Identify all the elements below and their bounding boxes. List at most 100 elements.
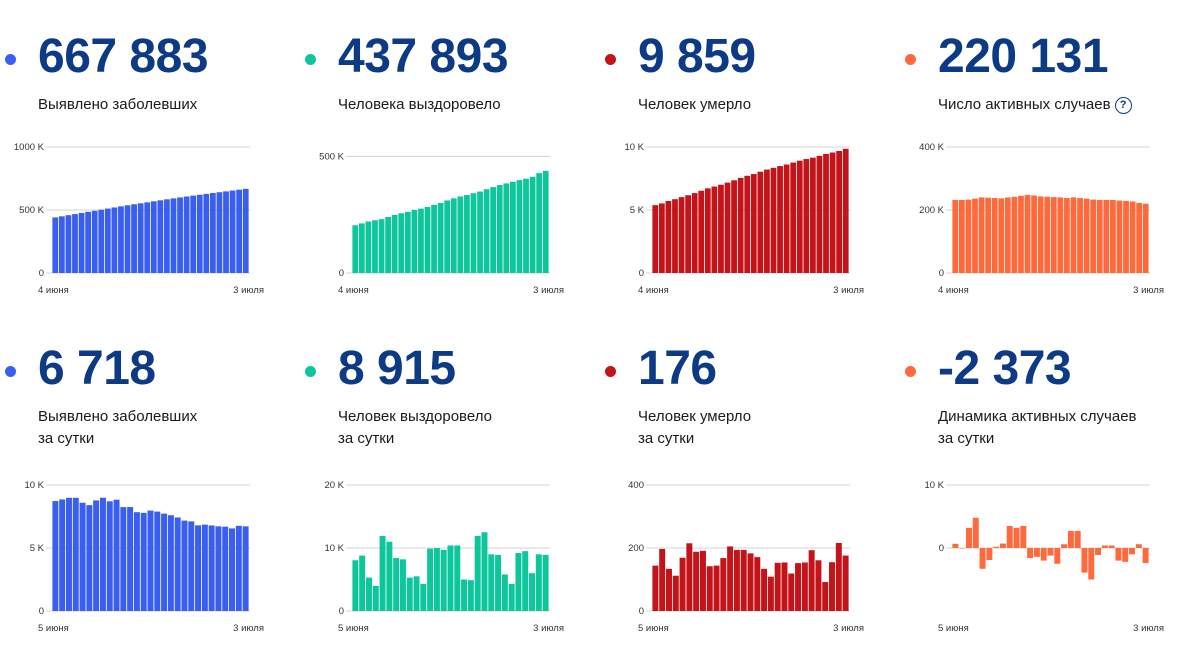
bar[interactable] [393,558,400,611]
bar[interactable] [461,579,468,612]
bar[interactable] [1103,199,1110,273]
bar[interactable] [754,557,761,611]
bar[interactable] [1054,548,1061,564]
bar[interactable] [679,557,686,611]
bar[interactable] [1004,197,1011,273]
bar[interactable] [140,512,147,611]
bar[interactable] [672,199,678,273]
bar[interactable] [711,186,718,273]
bar[interactable] [770,167,777,273]
bar[interactable] [1020,525,1027,548]
bar[interactable] [1101,545,1108,548]
bar[interactable] [781,562,788,611]
bar[interactable] [991,198,998,273]
bar[interactable] [147,510,154,611]
bar[interactable] [477,191,483,273]
bar[interactable] [72,497,79,611]
bar[interactable] [985,197,991,273]
bar[interactable] [93,500,100,611]
bar[interactable] [678,197,685,273]
bar[interactable] [450,198,457,273]
bar[interactable] [740,549,747,611]
bar[interactable] [223,191,229,273]
bar[interactable] [713,565,720,611]
bar[interactable] [1135,544,1142,548]
bar[interactable] [386,541,393,611]
bar[interactable] [215,526,222,611]
bar[interactable] [659,548,666,611]
bar[interactable] [474,536,481,611]
bar[interactable] [433,548,440,611]
bar[interactable] [85,211,91,273]
bar[interactable] [144,202,151,273]
bar[interactable] [427,548,434,611]
bar[interactable] [691,193,698,273]
bar[interactable] [78,212,85,273]
bar[interactable] [1115,548,1122,561]
bar[interactable] [535,554,542,611]
bar[interactable] [72,214,78,273]
bar[interactable] [815,560,822,611]
bar[interactable] [431,204,437,273]
bar[interactable] [242,188,249,273]
bar[interactable] [1129,548,1136,555]
bar[interactable] [188,521,195,611]
bar[interactable] [181,520,188,611]
bar[interactable] [177,197,183,273]
bar[interactable] [79,502,86,611]
bar[interactable] [761,568,768,611]
bar[interactable] [1116,200,1123,273]
bar[interactable] [195,525,202,611]
bar[interactable] [437,203,444,273]
bar[interactable] [1074,530,1081,548]
bar[interactable] [167,515,174,611]
bar[interactable] [718,184,724,273]
bar[interactable] [1096,199,1103,273]
bar[interactable] [808,550,815,611]
bar[interactable] [1018,195,1024,273]
bar[interactable] [154,511,161,611]
bar[interactable] [483,189,490,273]
bar[interactable] [1011,196,1018,273]
bar[interactable] [959,548,966,549]
bar[interactable] [365,221,372,273]
bar[interactable] [801,562,808,611]
bar[interactable] [958,199,965,273]
bar[interactable] [510,181,516,273]
bar[interactable] [764,169,770,273]
bar[interactable] [822,582,829,611]
bar[interactable] [157,200,164,273]
bar[interactable] [835,542,842,611]
bar[interactable] [972,198,978,273]
bar[interactable] [529,176,536,273]
bar[interactable] [1040,548,1047,561]
bar[interactable] [111,207,118,273]
bar[interactable] [385,217,391,273]
bar[interactable] [529,573,536,611]
bar[interactable] [790,162,797,273]
bar[interactable] [503,183,510,273]
bar[interactable] [91,210,98,273]
bar[interactable] [137,203,144,273]
bar[interactable] [1064,198,1070,273]
bar[interactable] [672,575,679,611]
bar[interactable] [542,554,549,611]
bar[interactable] [842,148,849,273]
bar[interactable] [523,178,529,273]
bar[interactable] [398,213,405,273]
bar[interactable] [829,152,836,273]
bar[interactable] [1067,530,1074,548]
bar[interactable] [65,497,72,611]
bar[interactable] [404,211,411,273]
bar[interactable] [120,507,127,611]
bar[interactable] [665,568,672,611]
bar[interactable] [104,208,111,273]
bar[interactable] [816,155,823,273]
bar[interactable] [161,513,168,611]
bar[interactable] [508,583,515,611]
bar[interactable] [777,166,783,273]
bar[interactable] [372,220,378,273]
bar[interactable] [972,517,979,548]
bar[interactable] [65,215,72,273]
bar[interactable] [365,577,372,611]
